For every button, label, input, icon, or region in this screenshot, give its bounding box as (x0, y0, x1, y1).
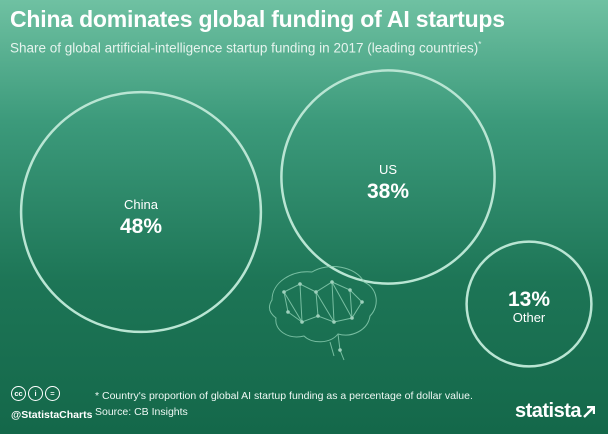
twitter-handle[interactable]: @StatistaCharts (11, 409, 93, 421)
bubble-china (19, 90, 263, 334)
by-icon: i (28, 386, 43, 401)
footer: cc i = @StatistaCharts * Country's propo… (0, 382, 608, 434)
cc-icon: cc (11, 386, 26, 401)
bubble-other (465, 240, 593, 368)
bubble-value-china: 48% (120, 215, 162, 238)
subtitle-footnote-mark: * (478, 40, 482, 49)
bubble-value-other: 13% (508, 288, 550, 311)
bubble-label-other: Other (513, 310, 546, 325)
chart-subtitle: Share of global artificial-intelligence … (10, 40, 481, 56)
statista-logo-mark (583, 406, 595, 418)
bubble-label-us: US (379, 162, 397, 177)
footnote: * Country's proportion of global AI star… (95, 390, 473, 402)
bubble-value-us: 38% (367, 180, 409, 203)
statista-logo[interactable]: statista (515, 400, 595, 423)
bubble-us (280, 69, 496, 285)
brain-icon (268, 266, 377, 361)
brand-name: statista (514, 400, 582, 422)
subtitle-text: Share of global artificial-intelligence … (10, 40, 479, 56)
chart-title: China dominates global funding of AI sta… (10, 6, 505, 32)
source-note: Source: CB Insights (95, 406, 188, 418)
license-icons: cc i = (11, 386, 60, 401)
nd-icon: = (45, 386, 60, 401)
bubble-label-china: China (124, 197, 159, 212)
